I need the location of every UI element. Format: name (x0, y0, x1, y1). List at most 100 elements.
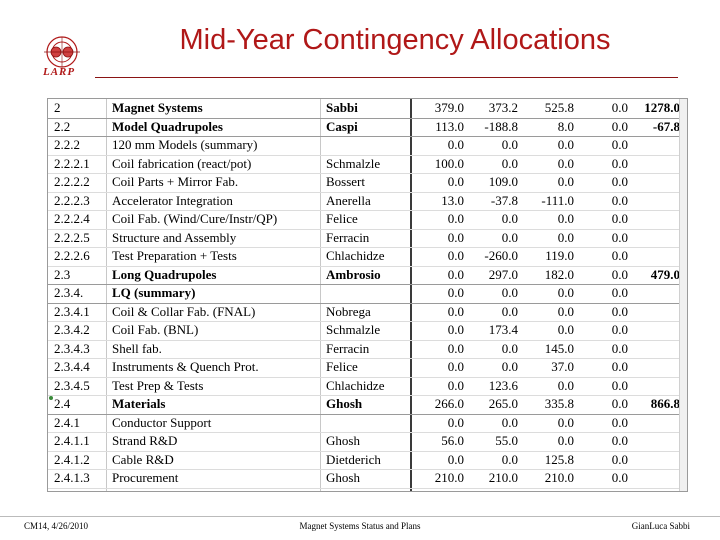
row-value-1: 0.0 (447, 174, 464, 189)
row-value-2: 0.0 (501, 303, 518, 319)
row-value-4: 0.0 (611, 285, 628, 300)
row-value-1: 0.0 (447, 285, 464, 300)
row-value-4: 0.0 (611, 359, 628, 374)
row-value-3: 0.0 (557, 174, 574, 189)
row-total (632, 155, 680, 174)
table-body: 2 Magnet Systems Sabbi 379.0 373.2 525.8 0.0 12… (48, 99, 680, 491)
row-value-3: 125.8 (544, 451, 574, 467)
row-value-1: 56.0 (441, 433, 464, 448)
row-id: 2.2.2.1 (54, 155, 90, 171)
row-value-3: 0.0 (557, 211, 574, 226)
table-row: 2.4 Materials Ghosh 266.0 265.0 335.8 0.0 866.8 (48, 395, 680, 414)
row-value-3: 0.0 (557, 322, 574, 337)
row-person: Chlachidze (326, 248, 385, 263)
table-row: 2.2 Model Quadrupoles Caspi 113.0 -188.8 8.0 0… (48, 118, 680, 137)
row-divider (48, 358, 680, 359)
row-name: Magnet Systems (112, 100, 203, 115)
row-value-4: 0.0 (611, 229, 628, 245)
row-id: 2.2.2.6 (54, 248, 90, 263)
row-name: Conductor Support (112, 414, 212, 430)
row-id: 2.3.4.3 (54, 340, 90, 356)
row-value-1: 0.0 (447, 377, 464, 393)
row-person: Ghosh (326, 470, 360, 485)
row-value-3: 8.0 (557, 118, 574, 134)
table-row: 2.4.1.1 Strand R&D Ghosh 56.0 55.0 0.0 0.0 (48, 432, 680, 451)
row-divider (48, 191, 680, 193)
row-id: 2.4 (54, 396, 71, 411)
row-value-4: 0.0 (611, 322, 628, 337)
column-divider (320, 99, 321, 491)
row-total (632, 210, 680, 229)
row-value-2: 373.2 (488, 100, 518, 115)
row-value-3: 37.0 (551, 359, 574, 374)
row-value-4: 0.0 (611, 470, 628, 485)
row-name: LQ (summary) (112, 285, 196, 300)
table-row: 2.4.1.2 Cable R&D Dietderich 0.0 0.0 125.8 0.0 (48, 451, 680, 470)
table-row: 2.4.1 Conductor Support 0.0 0.0 0.0 0.0 (48, 414, 680, 433)
row-id: 2.3.4. (54, 285, 84, 300)
row-divider (48, 210, 680, 211)
row-divider (48, 450, 680, 452)
row-value-4: 0.0 (611, 340, 628, 356)
row-value-1: 113.0 (435, 118, 464, 134)
row-value-2: 173.4 (488, 322, 518, 337)
row-total (632, 173, 680, 192)
row-person: Schmalzle (326, 322, 381, 337)
row-id: 2.4.1.1 (54, 433, 90, 448)
row-value-4: 0.0 (611, 192, 628, 208)
selection-marker-icon (49, 396, 53, 400)
table-row: 2.2.2 120 mm Models (summary) 0.0 0.0 0.0 0.0 (48, 136, 680, 155)
row-name: Materials (112, 396, 166, 411)
row-person: Ghosh (326, 396, 363, 411)
row-value-2: 0.0 (501, 155, 518, 171)
logo-text: LARP (43, 66, 76, 78)
row-id: 2.2 (54, 118, 71, 134)
row-name: Cable R&D (112, 451, 174, 467)
table-row: 2 Magnet Systems Sabbi 379.0 373.2 525.8 0.0 12… (48, 99, 680, 118)
row-value-2: 0.0 (501, 414, 518, 430)
row-person: Ghosh (326, 433, 360, 448)
row-divider (48, 487, 680, 489)
table-row: 2.4.1.3 Procurement Ghosh 210.0 210.0 210.0 0.… (48, 469, 680, 488)
row-id: 2.2.2.4 (54, 211, 90, 226)
row-name: Procurement (112, 470, 179, 485)
row-person: Caspi (326, 118, 358, 134)
row-value-3: 0.0 (557, 433, 574, 448)
row-value-1: 0.0 (447, 248, 464, 263)
row-total (632, 414, 680, 433)
row-value-4: 0.0 (611, 155, 628, 171)
row-value-4: 0.0 (611, 118, 628, 134)
row-divider (48, 228, 680, 230)
row-id: 2.2.2.2 (54, 174, 90, 189)
vertical-scrollbar[interactable] (679, 99, 687, 491)
row-value-3: 182.0 (544, 266, 574, 282)
row-id: 2.3.4.4 (54, 359, 90, 374)
row-total (632, 136, 680, 155)
row-person: Sabbi (326, 100, 358, 115)
row-total (632, 229, 680, 248)
row-value-4: 0.0 (611, 414, 628, 430)
row-total: 1278.0 (644, 100, 680, 115)
row-name: Coil fabrication (react/pot) (112, 155, 252, 171)
title-divider (95, 77, 678, 78)
row-value-4: 0.0 (611, 303, 628, 319)
row-total (632, 247, 680, 266)
row-name: Test Prep & Tests (112, 377, 204, 393)
table-row: 2.3 Long Quadrupoles Ambrosio 0.0 297.0 182.0… (48, 266, 680, 285)
row-value-3: 0.0 (557, 229, 574, 245)
row-divider (48, 284, 680, 285)
row-total (632, 469, 680, 488)
row-total: 866.8 (650, 396, 680, 411)
row-value-4: 0.0 (611, 248, 628, 263)
row-value-1: 379.0 (434, 100, 464, 115)
row-divider (48, 339, 680, 341)
row-value-2: 0.0 (501, 340, 518, 356)
row-id: 2.4.1 (54, 414, 80, 430)
row-total (632, 321, 680, 340)
row-value-4: 0.0 (611, 433, 628, 448)
row-person (326, 136, 410, 155)
row-name: Test Preparation + Tests (112, 248, 237, 263)
row-divider (48, 469, 680, 470)
row-person: Nobrega (326, 303, 371, 319)
row-divider (48, 321, 680, 322)
